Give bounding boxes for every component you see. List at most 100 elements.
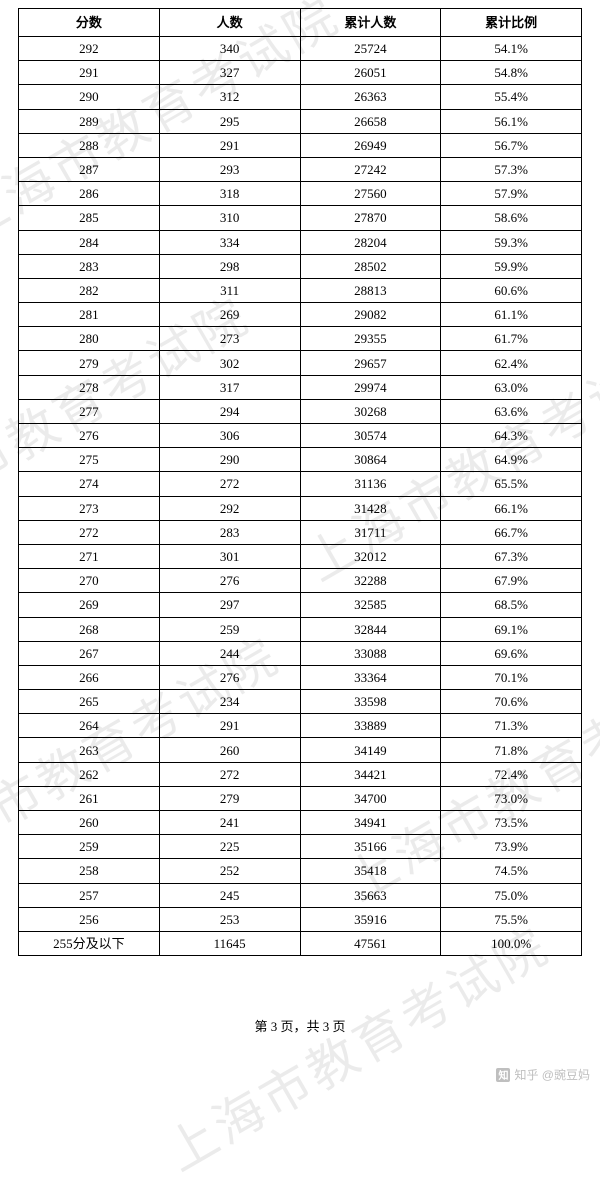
table-row: 2892952665856.1% [19, 109, 582, 133]
table-cell: 291 [159, 133, 300, 157]
zhihu-icon: 知 [496, 1068, 510, 1082]
table-cell: 62.4% [441, 351, 582, 375]
score-table: 分数 人数 累计人数 累计比例 2923402572454.1%29132726… [18, 8, 582, 956]
table-row: 2772943026863.6% [19, 399, 582, 423]
table-row: 2632603414971.8% [19, 738, 582, 762]
table-cell: 27870 [300, 206, 441, 230]
table-row: 2882912694956.7% [19, 133, 582, 157]
table-row: 2692973258568.5% [19, 593, 582, 617]
table-cell: 28502 [300, 254, 441, 278]
table-cell: 294 [159, 399, 300, 423]
table-row: 2923402572454.1% [19, 37, 582, 61]
col-cumulative: 累计人数 [300, 9, 441, 37]
table-cell: 54.8% [441, 61, 582, 85]
table-row: 2843342820459.3% [19, 230, 582, 254]
table-cell: 69.6% [441, 641, 582, 665]
table-row: 2863182756057.9% [19, 182, 582, 206]
col-score: 分数 [19, 9, 160, 37]
table-cell: 35916 [300, 907, 441, 931]
table-cell: 57.3% [441, 157, 582, 181]
table-cell: 269 [159, 303, 300, 327]
table-cell: 259 [19, 835, 160, 859]
table-cell: 306 [159, 424, 300, 448]
table-cell: 61.1% [441, 303, 582, 327]
table-cell: 252 [159, 859, 300, 883]
table-cell: 265 [19, 690, 160, 714]
table-cell: 292 [19, 37, 160, 61]
table-cell: 288 [19, 133, 160, 157]
table-cell: 32012 [300, 544, 441, 568]
table-cell: 29082 [300, 303, 441, 327]
table-cell: 26658 [300, 109, 441, 133]
table-cell: 34941 [300, 811, 441, 835]
table-cell: 64.9% [441, 448, 582, 472]
table-cell: 273 [19, 496, 160, 520]
table-cell: 34700 [300, 786, 441, 810]
table-row: 2802732935561.7% [19, 327, 582, 351]
table-cell: 302 [159, 351, 300, 375]
table-cell: 271 [19, 544, 160, 568]
table-cell: 253 [159, 907, 300, 931]
table-cell: 267 [19, 641, 160, 665]
table-cell: 286 [19, 182, 160, 206]
table-cell: 69.1% [441, 617, 582, 641]
table-cell: 35663 [300, 883, 441, 907]
table-cell: 290 [19, 85, 160, 109]
table-cell: 277 [19, 399, 160, 423]
table-cell: 70.6% [441, 690, 582, 714]
table-cell: 340 [159, 37, 300, 61]
table-cell: 273 [159, 327, 300, 351]
table-cell: 59.3% [441, 230, 582, 254]
table-row: 2793022965762.4% [19, 351, 582, 375]
table-cell: 27560 [300, 182, 441, 206]
table-cell: 74.5% [441, 859, 582, 883]
table-cell: 259 [159, 617, 300, 641]
table-cell: 295 [159, 109, 300, 133]
table-cell: 327 [159, 61, 300, 85]
table-cell: 66.1% [441, 496, 582, 520]
table-cell: 279 [159, 786, 300, 810]
table-row: 2872932724257.3% [19, 157, 582, 181]
table-cell: 55.4% [441, 85, 582, 109]
table-row: 2853102787058.6% [19, 206, 582, 230]
table-row: 2913272605154.8% [19, 61, 582, 85]
attribution-text: 知乎 @豌豆妈 [514, 1066, 590, 1083]
table-cell: 318 [159, 182, 300, 206]
table-row: 2702763228867.9% [19, 569, 582, 593]
table-row: 2752903086464.9% [19, 448, 582, 472]
table-cell: 56.1% [441, 109, 582, 133]
table-row: 2823112881360.6% [19, 278, 582, 302]
table-cell: 260 [19, 811, 160, 835]
table-cell: 65.5% [441, 472, 582, 496]
attribution: 知 知乎 @豌豆妈 [496, 1066, 590, 1083]
table-cell: 70.1% [441, 665, 582, 689]
table-cell: 72.4% [441, 762, 582, 786]
page-footer: 第 3 页，共 3 页 [18, 1016, 582, 1035]
table-cell: 291 [19, 61, 160, 85]
table-cell: 244 [159, 641, 300, 665]
table-row: 255分及以下1164547561100.0% [19, 931, 582, 955]
table-cell: 73.9% [441, 835, 582, 859]
table-cell: 298 [159, 254, 300, 278]
table-cell: 261 [19, 786, 160, 810]
table-row: 2592253516673.9% [19, 835, 582, 859]
table-cell: 272 [159, 762, 300, 786]
table-cell: 61.7% [441, 327, 582, 351]
table-row: 2713013201267.3% [19, 544, 582, 568]
table-cell: 75.0% [441, 883, 582, 907]
table-cell: 263 [19, 738, 160, 762]
table-cell: 60.6% [441, 278, 582, 302]
table-cell: 285 [19, 206, 160, 230]
table-cell: 33088 [300, 641, 441, 665]
table-cell: 30864 [300, 448, 441, 472]
col-count: 人数 [159, 9, 300, 37]
table-cell: 32844 [300, 617, 441, 641]
table-cell: 276 [159, 665, 300, 689]
table-cell: 291 [159, 714, 300, 738]
table-cell: 258 [19, 859, 160, 883]
table-cell: 275 [19, 448, 160, 472]
table-cell: 257 [19, 883, 160, 907]
table-cell: 75.5% [441, 907, 582, 931]
table-cell: 47561 [300, 931, 441, 955]
table-row: 2732923142866.1% [19, 496, 582, 520]
